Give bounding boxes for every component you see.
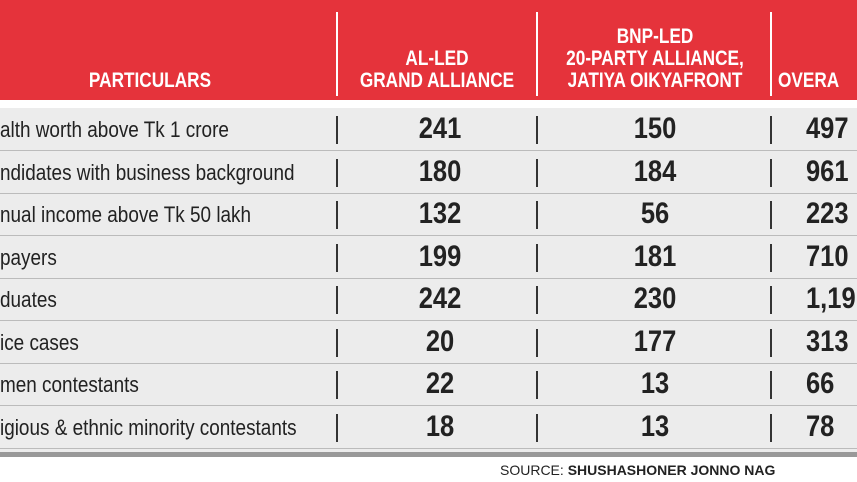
table-row: men contestants 22 13 66	[0, 363, 857, 406]
header-cell: OVERA	[778, 69, 840, 92]
row-label: men contestants	[0, 372, 139, 397]
separator	[536, 286, 538, 314]
row-value: 177	[633, 324, 677, 358]
bottom-rule	[0, 452, 857, 457]
row-value: 22	[425, 367, 455, 400]
row-label: ice cases	[0, 329, 79, 355]
row-value: 184	[633, 154, 677, 188]
separator	[770, 243, 772, 272]
table-row: nual income above Tk 50 lakh 132 56 223	[0, 193, 857, 236]
separator	[770, 158, 772, 187]
row-value: 18	[425, 409, 455, 443]
header-cell: PARTICULARS	[88, 69, 212, 92]
separator	[336, 116, 338, 144]
table-row: duates 242 230 1,19	[0, 278, 857, 321]
row-value: 242	[418, 282, 462, 315]
separator	[770, 12, 772, 96]
row-value: 241	[418, 112, 462, 145]
separator	[336, 286, 338, 314]
row-value: 199	[418, 239, 462, 273]
separator	[336, 413, 338, 442]
separator	[770, 201, 772, 229]
row-value: 230	[633, 282, 677, 315]
separator	[336, 243, 338, 272]
row-value: 13	[640, 367, 670, 400]
row-label: nual income above Tk 50 lakh	[0, 202, 252, 227]
table-row: ice cases 20 177 313	[0, 321, 857, 364]
table-row: ndidates with business background 180 184 9…	[0, 151, 857, 194]
separator	[536, 201, 538, 229]
table-header: PARTICULARS AL-LED GRAND ALLIANCE BNP-LE…	[0, 0, 857, 100]
row-value: 150	[633, 112, 677, 145]
source: SOURCE: SHUSHASHONER JONNO NAG	[500, 462, 775, 478]
separator	[770, 413, 772, 442]
table-row: alth worth above Tk 1 crore 241 150 497	[0, 108, 857, 151]
separator	[336, 158, 338, 187]
row-value: 20	[425, 324, 455, 358]
row-value: 313	[806, 324, 849, 358]
row-value: 66	[806, 367, 835, 400]
separator	[536, 158, 538, 187]
row-label: alth worth above Tk 1 crore	[0, 117, 229, 142]
row-label: ndidates with business background	[0, 159, 295, 185]
separator	[336, 328, 338, 357]
row-value: 710	[806, 239, 849, 273]
table-row: payers 199 181 710	[0, 236, 857, 279]
source-name: SHUSHASHONER JONNO NAG	[567, 462, 776, 478]
header-cell: BNP-LED 20-PARTY ALLIANCE, JATIYA OIKYAF…	[566, 25, 744, 92]
separator	[536, 12, 538, 96]
row-value: 78	[806, 409, 835, 443]
separator	[770, 328, 772, 357]
separator	[536, 243, 538, 272]
separator	[536, 371, 538, 399]
header-cell: AL-LED GRAND ALLIANCE	[359, 47, 515, 92]
separator	[536, 328, 538, 357]
separator	[536, 413, 538, 442]
table-body: alth worth above Tk 1 crore 241 150 497 ndid…	[0, 108, 857, 452]
row-value: 1,19	[806, 282, 856, 315]
separator	[536, 116, 538, 144]
row-value: 497	[806, 112, 849, 145]
row-label: duates	[0, 287, 57, 312]
separator	[336, 371, 338, 399]
row-value: 56	[640, 197, 670, 230]
row-value: 13	[640, 409, 670, 443]
row-value: 181	[633, 239, 677, 273]
separator	[770, 116, 772, 144]
separator	[336, 201, 338, 229]
row-value: 132	[418, 197, 462, 230]
row-value: 223	[806, 197, 849, 230]
separator	[770, 371, 772, 399]
table-row: igious & ethnic minority contestants 18 13…	[0, 406, 857, 449]
separator	[336, 12, 338, 96]
row-label: igious & ethnic minority contestants	[0, 414, 297, 440]
separator	[770, 286, 772, 314]
row-value: 961	[806, 154, 849, 188]
row-value: 180	[418, 154, 462, 188]
row-label: payers	[0, 244, 57, 270]
source-label: SOURCE:	[500, 462, 564, 478]
